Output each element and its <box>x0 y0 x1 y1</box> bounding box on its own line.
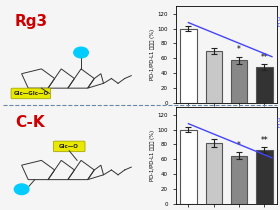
Text: *: * <box>237 141 241 150</box>
FancyBboxPatch shape <box>11 88 51 99</box>
Text: Glc—O: Glc—O <box>59 144 79 149</box>
Bar <box>180 29 197 103</box>
Text: **: ** <box>260 53 268 62</box>
Text: 농도 의존적 결합력
(최): 농도 의존적 결합력 (최) <box>277 17 280 26</box>
Bar <box>256 150 273 204</box>
Text: Rg3: Rg3 <box>15 14 48 29</box>
Text: Glc—Glc—O: Glc—Glc—O <box>13 91 48 96</box>
Text: *: * <box>237 45 241 54</box>
Bar <box>180 130 197 204</box>
Circle shape <box>74 47 88 58</box>
Bar <box>206 143 222 204</box>
Bar <box>206 51 222 103</box>
Text: 농도 의존적 결합력
(최): 농도 의존적 결합력 (최) <box>277 118 280 127</box>
Circle shape <box>14 184 29 194</box>
Text: C-K: C-K <box>15 115 45 130</box>
Bar <box>256 67 273 103</box>
Text: **: ** <box>260 136 268 145</box>
Bar <box>231 60 247 103</box>
X-axis label: Rg3 농도 (μM): Rg3 농도 (μM) <box>210 118 243 124</box>
Text: HO: HO <box>17 187 26 192</box>
FancyBboxPatch shape <box>53 141 85 152</box>
Y-axis label: PD-1/PD-L1 결합력 (%): PD-1/PD-L1 결합력 (%) <box>150 29 155 80</box>
Bar <box>231 156 247 204</box>
Y-axis label: PD-1/PD-L1 결합력 (%): PD-1/PD-L1 결합력 (%) <box>150 130 155 181</box>
Text: HO: HO <box>77 50 85 55</box>
